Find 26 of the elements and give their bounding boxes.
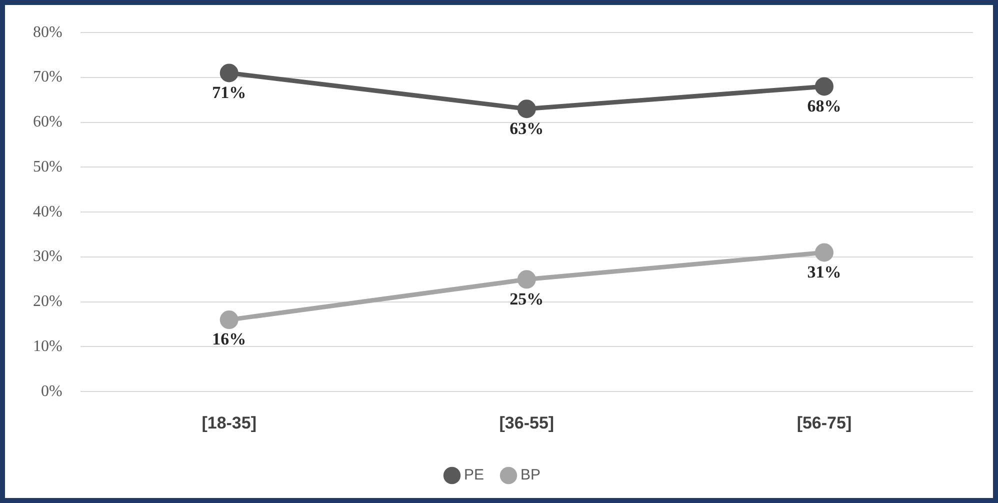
y-tick-label: 80% — [33, 24, 62, 41]
y-tick-label: 60% — [33, 114, 62, 131]
x-tick-label: [36-55] — [499, 413, 554, 432]
text: 31% — [807, 262, 842, 282]
point — [814, 243, 834, 262]
x-tick-label: [56-75] — [796, 413, 852, 432]
y-tick-label: 0% — [41, 382, 62, 400]
text: 63% — [510, 118, 544, 138]
point — [814, 77, 834, 96]
legend-label: BP — [520, 466, 541, 484]
point — [220, 310, 238, 330]
y-tick-label: 70% — [33, 68, 62, 86]
text: 25% — [510, 289, 544, 308]
y-tick-label: 10% — [33, 338, 62, 355]
point — [517, 270, 536, 289]
y-tick-label: 20% — [33, 293, 62, 310]
y-tick-label: 30% — [33, 248, 62, 266]
text: 16% — [212, 330, 246, 349]
point — [220, 64, 238, 82]
text: 71% — [212, 82, 246, 102]
legend-label: PE — [464, 466, 484, 484]
text: 68% — [807, 96, 842, 116]
point — [517, 100, 536, 118]
y-tick-label: 40% — [33, 203, 62, 220]
x-tick-label: [18-35] — [202, 413, 257, 432]
y-tick-label: 50% — [33, 158, 62, 176]
